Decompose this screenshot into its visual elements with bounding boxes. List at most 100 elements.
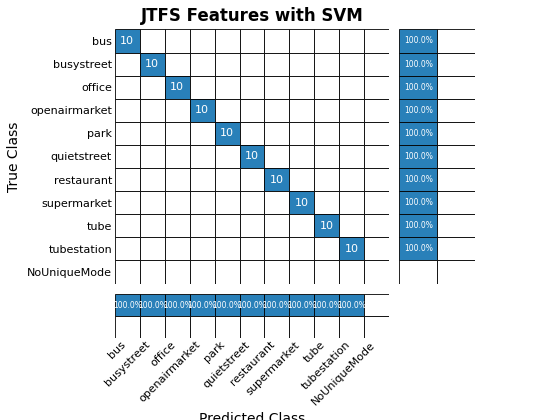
Text: 10: 10 <box>320 221 334 231</box>
Text: 10: 10 <box>170 82 184 92</box>
Bar <box>140 237 165 260</box>
Text: 100.0%: 100.0% <box>263 301 291 310</box>
Bar <box>290 260 314 284</box>
Bar <box>364 168 389 191</box>
Bar <box>437 99 475 122</box>
Bar <box>140 99 165 122</box>
Text: 100.0%: 100.0% <box>404 129 433 138</box>
Bar <box>314 168 339 191</box>
Bar <box>140 52 165 76</box>
Text: 100.0%: 100.0% <box>404 152 433 161</box>
Bar <box>240 168 264 191</box>
Bar <box>437 260 475 284</box>
Bar <box>437 122 475 145</box>
Text: 100.0%: 100.0% <box>404 83 433 92</box>
Bar <box>240 316 264 338</box>
Bar <box>314 99 339 122</box>
Bar <box>339 76 364 99</box>
Bar <box>314 214 339 237</box>
Text: 100.0%: 100.0% <box>163 301 192 310</box>
Text: 100.0%: 100.0% <box>312 301 341 310</box>
Text: 10: 10 <box>120 36 134 46</box>
Bar <box>339 29 364 52</box>
Bar <box>264 29 290 52</box>
Bar <box>264 145 290 168</box>
Bar <box>115 29 140 52</box>
Text: 100.0%: 100.0% <box>113 301 142 310</box>
Bar <box>240 52 264 76</box>
Bar <box>264 122 290 145</box>
Bar <box>399 76 437 99</box>
Bar <box>339 122 364 145</box>
Bar <box>115 76 140 99</box>
Bar <box>214 145 240 168</box>
Bar <box>214 294 240 316</box>
Bar <box>264 168 290 191</box>
Text: 100.0%: 100.0% <box>213 301 241 310</box>
Text: 100.0%: 100.0% <box>404 175 433 184</box>
Bar <box>314 29 339 52</box>
Bar <box>339 260 364 284</box>
Bar <box>240 99 264 122</box>
Bar <box>165 294 190 316</box>
Bar <box>364 99 389 122</box>
Bar <box>364 191 389 214</box>
Bar <box>339 237 364 260</box>
Y-axis label: True Class: True Class <box>7 121 21 192</box>
Bar <box>264 99 290 122</box>
Bar <box>240 145 264 168</box>
Bar <box>339 214 364 237</box>
Bar <box>214 76 240 99</box>
Bar <box>339 52 364 76</box>
Bar <box>115 145 140 168</box>
Bar <box>190 168 214 191</box>
Bar <box>140 122 165 145</box>
Bar <box>314 52 339 76</box>
Bar <box>214 316 240 338</box>
Bar <box>115 99 140 122</box>
Bar <box>314 316 339 338</box>
Bar <box>339 145 364 168</box>
Bar <box>314 260 339 284</box>
Bar <box>264 237 290 260</box>
Bar <box>214 29 240 52</box>
Bar <box>165 260 190 284</box>
Bar <box>264 316 290 338</box>
Bar <box>437 214 475 237</box>
Bar <box>140 29 165 52</box>
Bar <box>140 76 165 99</box>
Bar <box>115 214 140 237</box>
Bar <box>165 168 190 191</box>
Bar <box>140 260 165 284</box>
Text: 10: 10 <box>195 105 209 115</box>
Bar <box>165 122 190 145</box>
Bar <box>290 122 314 145</box>
Bar <box>240 29 264 52</box>
Text: 100.0%: 100.0% <box>188 301 217 310</box>
Bar <box>399 52 437 76</box>
Bar <box>399 237 437 260</box>
Bar <box>165 316 190 338</box>
Bar <box>140 168 165 191</box>
Bar <box>165 29 190 52</box>
Bar <box>399 191 437 214</box>
Bar <box>165 99 190 122</box>
Bar <box>140 316 165 338</box>
Bar <box>437 237 475 260</box>
Bar <box>290 29 314 52</box>
Text: 100.0%: 100.0% <box>337 301 366 310</box>
Bar <box>399 29 437 52</box>
Bar <box>190 145 214 168</box>
Text: 10: 10 <box>245 152 259 161</box>
Bar <box>364 316 389 338</box>
Bar <box>115 52 140 76</box>
X-axis label: Predicted Class: Predicted Class <box>199 412 305 420</box>
Text: 100.0%: 100.0% <box>404 244 433 253</box>
Bar <box>339 316 364 338</box>
Bar <box>364 237 389 260</box>
Bar <box>399 168 437 191</box>
Text: 10: 10 <box>270 175 284 184</box>
Bar <box>240 122 264 145</box>
Bar <box>314 191 339 214</box>
Bar <box>190 316 214 338</box>
